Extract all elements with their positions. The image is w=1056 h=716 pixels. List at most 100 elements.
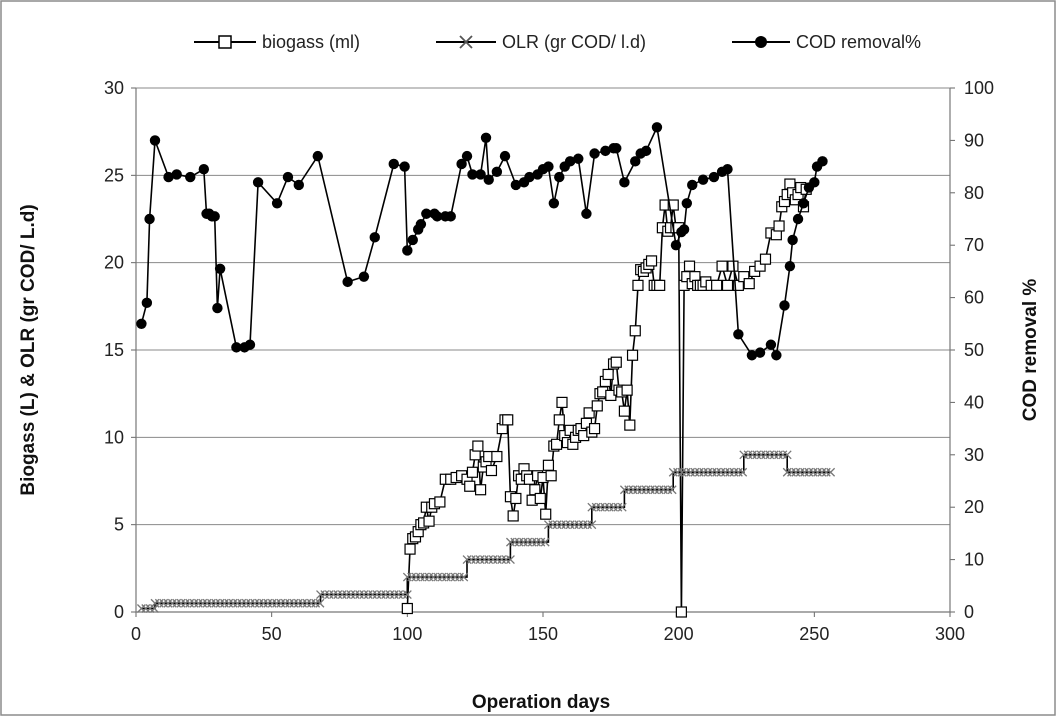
olr-point-29 — [259, 598, 268, 608]
cod-point-2 — [144, 213, 155, 225]
cod-point-21 — [312, 150, 323, 162]
olr-point-0 — [136, 604, 146, 613]
biogass-point-76 — [629, 325, 641, 337]
olr-point-158 — [787, 467, 797, 477]
cod-point-25 — [388, 158, 399, 170]
olr-point-112 — [600, 502, 610, 512]
biogass-point-8 — [423, 515, 435, 527]
cod-point-55 — [581, 208, 592, 219]
olr-point-60 — [389, 590, 399, 599]
olr-point-17 — [206, 598, 216, 608]
legend-entry-cod: COD removal% — [732, 32, 921, 52]
olr-point-83 — [484, 555, 494, 565]
cod-point-85 — [809, 177, 820, 188]
cod-point-56 — [589, 148, 600, 159]
olr-point-27 — [250, 598, 260, 608]
olr-point-142 — [725, 467, 735, 477]
olr-point-149 — [752, 450, 762, 460]
legend-marker-olr — [459, 35, 473, 49]
y-axis-title-left: Biogass (L) & OLR (gr COD/ L.d) — [18, 204, 39, 495]
cod-point-83 — [798, 198, 809, 209]
olr-point-39 — [302, 598, 312, 608]
y2-tick-label-60: 60 — [964, 288, 984, 308]
olr-point-110 — [591, 502, 601, 512]
cod-point-27 — [402, 245, 413, 256]
olr-point-32 — [272, 598, 282, 608]
biogass-point-48 — [553, 414, 565, 426]
olr-point-78 — [462, 555, 472, 565]
olr-point-120 — [632, 485, 642, 495]
cod-point-7 — [198, 164, 210, 175]
cod-point-33 — [431, 211, 443, 222]
y-tick-label-5: 5 — [114, 515, 124, 535]
olr-point-48 — [337, 590, 347, 599]
biogass-point-1 — [404, 543, 416, 555]
olr-point-16 — [202, 598, 212, 608]
olr-point-147 — [743, 450, 753, 460]
series-1 — [136, 450, 836, 613]
y-tick-label-20: 20 — [104, 253, 124, 273]
olr-point-13 — [189, 598, 199, 608]
olr-point-26 — [246, 598, 255, 608]
olr-point-51 — [350, 590, 360, 599]
olr-point-161 — [800, 467, 810, 477]
olr-point-92 — [519, 537, 528, 547]
olr-point-87 — [501, 555, 511, 565]
olr-point-153 — [769, 450, 779, 460]
y2-tick-label-0: 0 — [964, 602, 974, 622]
olr-point-102 — [561, 520, 571, 530]
cod-point-75 — [746, 350, 758, 361]
olr-point-74 — [446, 572, 456, 582]
x-tick-label-100: 100 — [392, 624, 422, 644]
cod-point-13 — [214, 263, 226, 274]
y2-tick-label-10: 10 — [964, 550, 984, 570]
cod-point-20 — [293, 179, 304, 191]
olr-point-75 — [450, 572, 460, 582]
biogass-point-116 — [773, 220, 785, 232]
olr-point-154 — [774, 450, 783, 460]
biogass-point-72 — [618, 405, 631, 417]
olr-point-96 — [536, 537, 546, 547]
olr-point-90 — [510, 537, 520, 547]
olr-point-160 — [795, 467, 805, 477]
olr-point-63 — [402, 590, 412, 599]
olr-point-114 — [609, 502, 619, 512]
cod-point-78 — [771, 350, 782, 361]
olr-point-136 — [699, 467, 709, 477]
olr-point-64 — [402, 572, 412, 582]
biogass-point-90 — [667, 199, 679, 211]
olr-point-34 — [280, 598, 290, 608]
cod-point-35 — [445, 211, 456, 222]
olr-point-124 — [650, 485, 660, 495]
y-tick-label-10: 10 — [104, 427, 124, 447]
olr-point-80 — [471, 555, 481, 565]
biogass-point-113 — [759, 253, 772, 265]
olr-point-31 — [267, 598, 277, 608]
olr-point-131 — [677, 467, 687, 477]
olr-point-140 — [716, 467, 726, 477]
cod-point-61 — [630, 156, 641, 167]
biogass-point-44 — [542, 459, 555, 471]
olr-point-22 — [228, 598, 238, 608]
olr-point-50 — [346, 590, 356, 599]
cod-point-1 — [141, 297, 153, 309]
olr-point-21 — [224, 598, 234, 608]
olr-point-115 — [613, 502, 623, 512]
olr-point-66 — [411, 572, 421, 582]
cod-point-44 — [510, 179, 522, 191]
biogass-point-45 — [545, 470, 557, 482]
olr-point-148 — [748, 450, 757, 460]
olr-point-143 — [729, 467, 739, 477]
cod-point-17 — [252, 177, 264, 188]
biogass-point-110 — [743, 278, 755, 290]
olr-point-7 — [163, 598, 173, 608]
y2-tick-label-40: 40 — [964, 392, 984, 412]
olr-point-94 — [527, 537, 537, 547]
cod-point-87 — [817, 156, 828, 167]
olr-point-104 — [570, 520, 579, 530]
olr-point-159 — [791, 467, 801, 477]
olr-point-10 — [176, 598, 186, 608]
olr-point-109 — [587, 502, 597, 512]
olr-point-77 — [459, 572, 469, 582]
